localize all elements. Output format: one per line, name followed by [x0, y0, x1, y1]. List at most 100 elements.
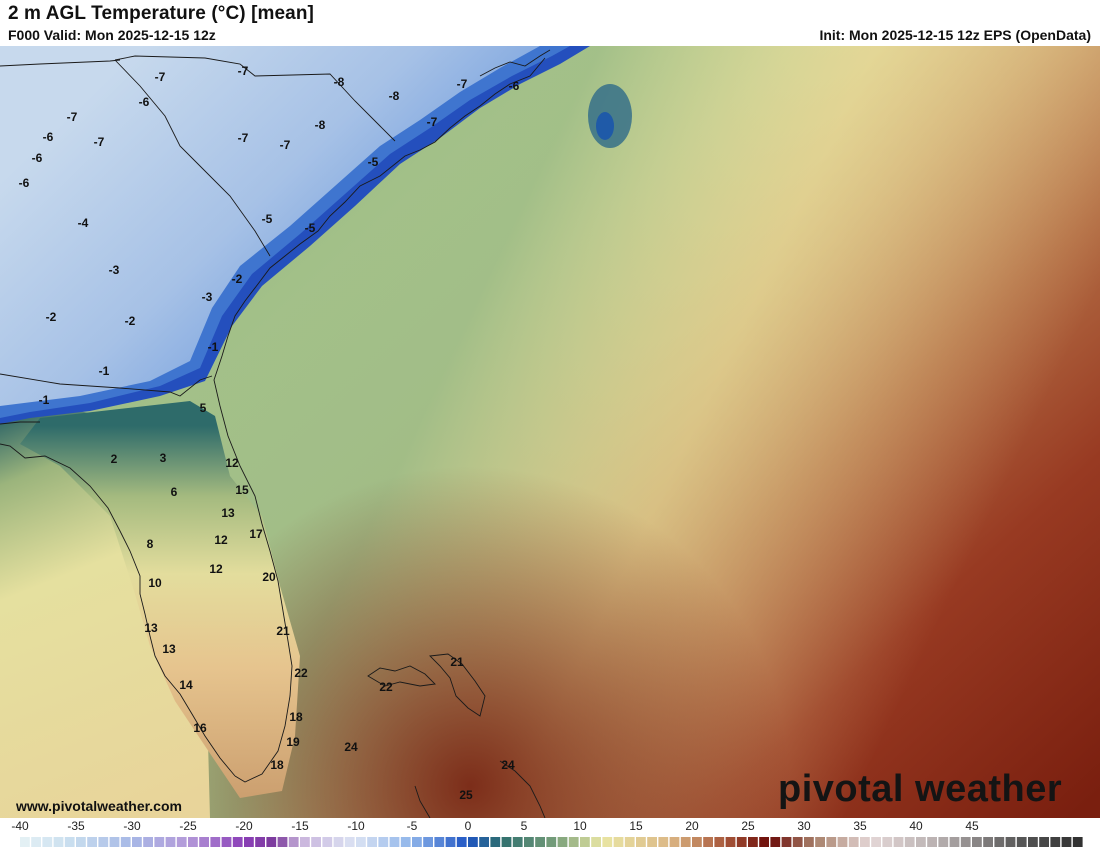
colorbar-swatch — [792, 837, 803, 847]
colorbar-swatch — [960, 837, 971, 847]
valid-time: F000 Valid: Mon 2025-12-15 12z — [8, 27, 216, 43]
temp-label: -6 — [32, 151, 43, 165]
temp-label: -1 — [99, 364, 110, 378]
temp-label: -3 — [109, 263, 120, 277]
colorbar-swatch — [1039, 837, 1049, 847]
init-time: Init: Mon 2025-12-15 12z EPS (OpenData) — [819, 27, 1091, 43]
colorbar-swatch — [804, 837, 814, 847]
colorbar-swatch — [1016, 837, 1027, 847]
temp-label: 12 — [225, 456, 239, 470]
ga-fl-border — [0, 373, 213, 397]
colorbar-swatch — [938, 837, 949, 847]
gulf-coastline — [0, 443, 236, 777]
colorbar-tick: 15 — [629, 819, 643, 833]
colorbar-swatch — [770, 837, 781, 847]
colorbar-tick: -10 — [347, 819, 365, 833]
colorbar-swatch — [1050, 837, 1061, 847]
temp-label: -7 — [238, 64, 249, 78]
colorbar-swatch — [826, 837, 837, 847]
colorbar-swatch — [176, 837, 187, 847]
colorbar-swatch — [356, 837, 366, 847]
florida-field — [20, 401, 300, 798]
temp-label: 19 — [286, 735, 300, 749]
temp-label: -6 — [139, 95, 150, 109]
temp-label: 13 — [221, 506, 235, 520]
colorbar-tick: 40 — [909, 819, 923, 833]
colorbar-tick: 5 — [520, 819, 528, 833]
colorbar-swatch — [53, 837, 64, 847]
colorbar-swatch — [221, 837, 232, 847]
colorbar-tick: -40 — [11, 819, 29, 833]
colorbar-swatch — [703, 837, 713, 847]
colorbar-swatch — [255, 837, 265, 847]
temp-label: 13 — [144, 621, 158, 635]
temp-label: -8 — [334, 75, 345, 89]
colorbar-swatch — [468, 837, 478, 847]
temp-label: 15 — [235, 483, 249, 497]
temp-label: 21 — [276, 624, 290, 638]
al-border — [0, 421, 40, 425]
colorbar-swatch — [613, 837, 624, 847]
colorbar-tick: -35 — [67, 819, 85, 833]
colorbar-swatch — [277, 837, 288, 847]
colorbar-swatch — [658, 837, 669, 847]
sc-ga-border — [114, 59, 271, 257]
temp-label: 22 — [379, 680, 393, 694]
temp-label: -7 — [94, 135, 105, 149]
temp-label: -5 — [262, 212, 273, 226]
colorbar-swatch — [837, 837, 848, 847]
temp-label: 24 — [344, 740, 358, 754]
temp-label: 13 — [162, 642, 176, 656]
colorbar-swatch — [434, 837, 445, 847]
temp-label: 5 — [200, 401, 207, 415]
temp-label: -1 — [39, 393, 50, 407]
colorbar-swatch — [445, 837, 456, 847]
colorbar-swatch — [423, 837, 433, 847]
cold-air-mass — [0, 46, 540, 406]
borders — [0, 49, 551, 818]
map-title: 2 m AGL Temperature (°C) [mean] — [8, 3, 314, 24]
temperature-map[interactable]: -7 -7 -8 -6 -8 -7 -6 -7 -8 -7 -6 -7 -7 -… — [0, 46, 1100, 818]
site-url[interactable]: www.pivotalweather.com — [16, 798, 182, 814]
colorbar-swatch — [714, 837, 725, 847]
colorbar-swatch — [636, 837, 646, 847]
temp-label: 3 — [160, 451, 167, 465]
bahamas-island-2 — [429, 653, 486, 717]
colorbar-swatch — [557, 837, 568, 847]
colorbar-swatch — [266, 837, 277, 847]
temp-label: -7 — [427, 115, 438, 129]
colorbar-swatch — [568, 837, 579, 847]
temp-label: 18 — [270, 758, 284, 772]
colorbar-swatch — [64, 837, 75, 847]
colorbar-swatch — [344, 837, 355, 847]
colorbar-swatch — [893, 837, 904, 847]
temp-label: -7 — [457, 77, 468, 91]
colorbar-swatch — [669, 837, 680, 847]
colorbar-swatch — [232, 837, 243, 847]
colorbar-swatch — [188, 837, 198, 847]
temp-label: -5 — [368, 155, 379, 169]
temp-label: 25 — [459, 788, 473, 802]
colorbar-swatch — [994, 837, 1005, 847]
colorbar-swatch — [535, 837, 545, 847]
temp-label: 6 — [171, 485, 178, 499]
colorbar-swatch — [199, 837, 209, 847]
colorbar-swatch — [591, 837, 601, 847]
temp-label: 12 — [209, 562, 223, 576]
colorbar-swatch — [20, 837, 30, 847]
colorbar-swatch — [367, 837, 377, 847]
colorbar-swatch — [120, 837, 131, 847]
colorbar-swatch — [389, 837, 400, 847]
colorbar-swatch — [736, 837, 747, 847]
temp-label: 14 — [179, 678, 193, 692]
temp-label: -3 — [202, 290, 213, 304]
colorbar-gradient — [20, 837, 1083, 847]
colorbar-swatch — [210, 837, 221, 847]
colorbar-tick: -15 — [291, 819, 309, 833]
bahamas-island-1 — [367, 665, 436, 687]
colorbar-swatch — [378, 837, 389, 847]
colorbar-swatch — [1028, 837, 1038, 847]
colorbar-swatch — [87, 837, 97, 847]
temp-label: 21 — [450, 655, 464, 669]
temp-label: 20 — [262, 570, 276, 584]
